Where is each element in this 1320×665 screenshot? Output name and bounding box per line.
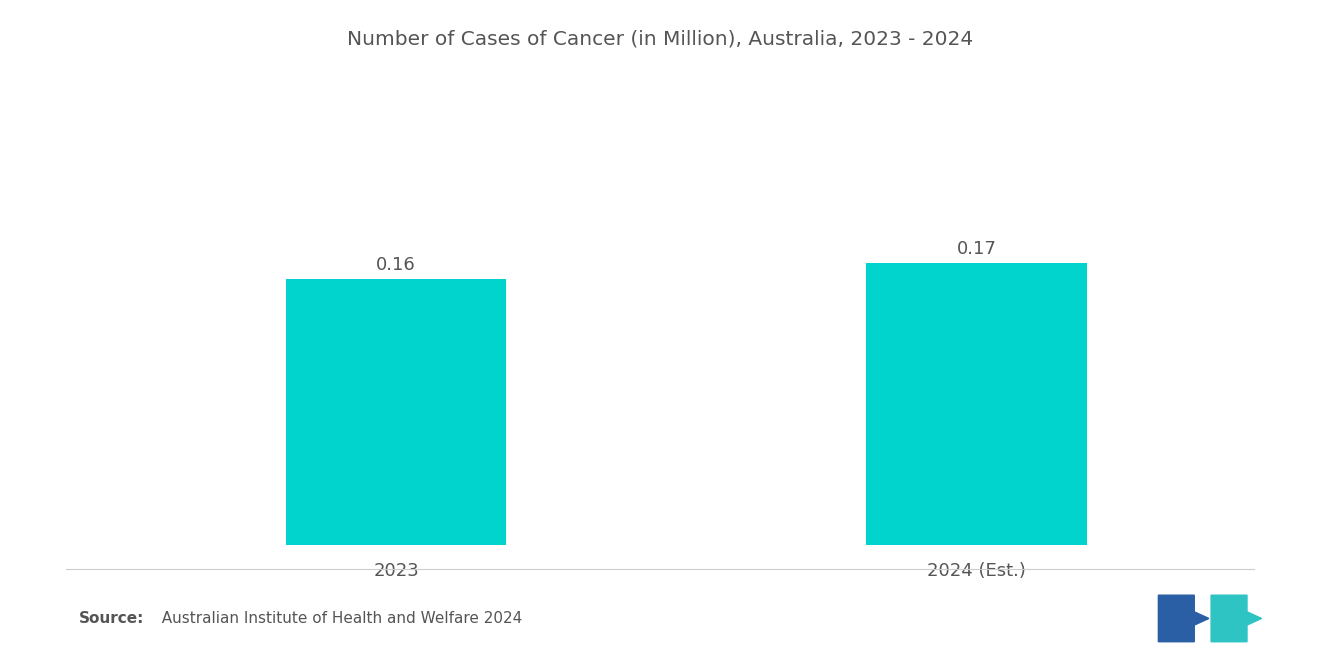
- Text: Number of Cases of Cancer (in Million), Australia, 2023 - 2024: Number of Cases of Cancer (in Million), …: [347, 30, 973, 49]
- Text: 0.17: 0.17: [957, 239, 997, 257]
- Text: Source:: Source:: [79, 611, 145, 626]
- Text: Australian Institute of Health and Welfare 2024: Australian Institute of Health and Welfa…: [152, 611, 521, 626]
- Polygon shape: [1212, 595, 1262, 642]
- Polygon shape: [1159, 595, 1209, 642]
- Bar: [866, 263, 1088, 545]
- Bar: [285, 279, 507, 545]
- Text: 0.16: 0.16: [376, 256, 416, 274]
